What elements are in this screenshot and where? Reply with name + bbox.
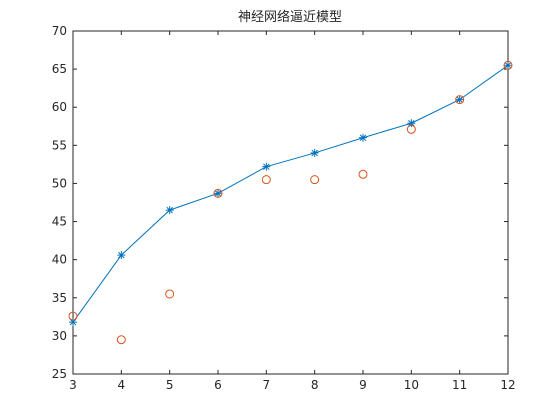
circle-marker xyxy=(503,60,513,70)
x-tick-label: 12 xyxy=(500,378,515,392)
circle-marker xyxy=(261,175,271,185)
y-tick-label: 45 xyxy=(52,215,67,229)
circle-marker xyxy=(165,289,175,299)
star-marker xyxy=(165,206,174,215)
x-tick-label: 11 xyxy=(452,378,467,392)
y-tick-label: 55 xyxy=(52,138,67,152)
y-tick-label: 25 xyxy=(52,367,67,381)
star-marker xyxy=(407,119,416,128)
circle-marker xyxy=(213,188,223,198)
y-tick-label: 70 xyxy=(52,24,67,38)
star-marker xyxy=(262,162,271,171)
circle-marker xyxy=(358,169,368,179)
y-tick-label: 35 xyxy=(52,291,67,305)
star-marker xyxy=(310,148,319,157)
x-tick-label: 4 xyxy=(118,378,126,392)
x-tick-label: 7 xyxy=(263,378,271,392)
star-marker xyxy=(455,95,464,104)
series-layer xyxy=(68,60,513,345)
y-tick-label: 40 xyxy=(52,253,67,267)
circle-marker xyxy=(116,335,126,345)
x-tick-label: 6 xyxy=(214,378,222,392)
circle-marker xyxy=(68,311,78,321)
y-axis: 25 30 35 40 45 50 55 60 65 70 xyxy=(52,24,508,381)
y-tick-label: 60 xyxy=(52,100,67,114)
star-marker xyxy=(359,133,367,142)
x-tick-label: 8 xyxy=(311,378,319,392)
star-marker xyxy=(504,61,512,70)
x-tick-label: 3 xyxy=(69,378,77,392)
circle-marker xyxy=(406,124,416,134)
chart-title: 神经网络逼近模型 xyxy=(238,9,342,25)
y-tick-label: 50 xyxy=(52,176,67,190)
x-tick-label: 9 xyxy=(359,378,367,392)
star-marker xyxy=(69,318,77,327)
star-marker xyxy=(117,251,126,260)
y-tick-label: 65 xyxy=(52,62,67,76)
star-marker xyxy=(214,189,222,198)
x-tick-label: 10 xyxy=(404,378,419,392)
plot-area xyxy=(72,30,509,375)
x-tick-label: 5 xyxy=(166,378,174,392)
x-axis: 3 4 5 6 7 8 9 10 11 12 xyxy=(69,31,516,392)
y-tick-label: 30 xyxy=(52,329,67,343)
circle-marker xyxy=(310,175,320,185)
series-2 xyxy=(68,60,513,345)
circle-marker xyxy=(455,95,465,105)
series-line xyxy=(72,64,509,323)
series-1 xyxy=(69,61,512,327)
